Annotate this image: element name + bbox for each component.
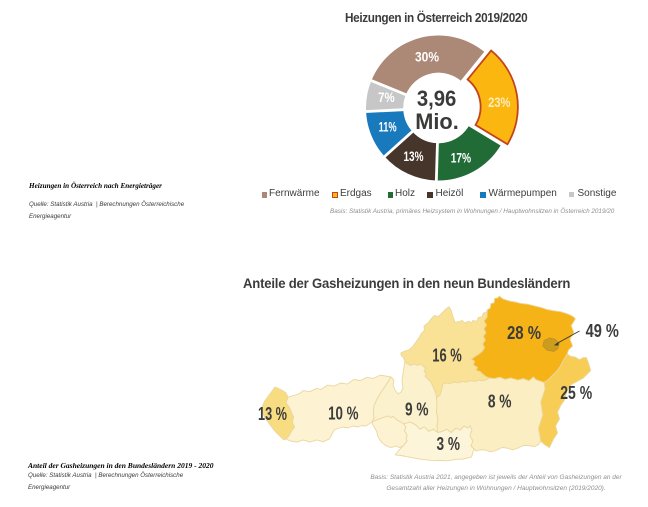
svg-text:28 %: 28 % xyxy=(507,323,541,343)
svg-text:3,96: 3,96 xyxy=(417,86,457,111)
svg-text:13 %: 13 % xyxy=(258,404,287,424)
svg-text:10 %: 10 % xyxy=(328,404,358,424)
svg-text:3 %: 3 % xyxy=(437,434,461,454)
svg-text:23%: 23% xyxy=(488,94,511,110)
svg-text:25 %: 25 % xyxy=(560,383,592,403)
svg-text:13%: 13% xyxy=(404,148,424,164)
svg-text:Mio.: Mio. xyxy=(415,109,459,134)
svg-text:30%: 30% xyxy=(415,48,440,64)
svg-text:16 %: 16 % xyxy=(432,345,462,365)
svg-text:9 %: 9 % xyxy=(405,399,429,419)
svg-text:8 %: 8 % xyxy=(488,392,512,412)
svg-text:11%: 11% xyxy=(379,118,397,134)
svg-text:49 %: 49 % xyxy=(586,321,619,341)
svg-text:17%: 17% xyxy=(451,149,472,165)
svg-text:7%: 7% xyxy=(378,89,395,105)
